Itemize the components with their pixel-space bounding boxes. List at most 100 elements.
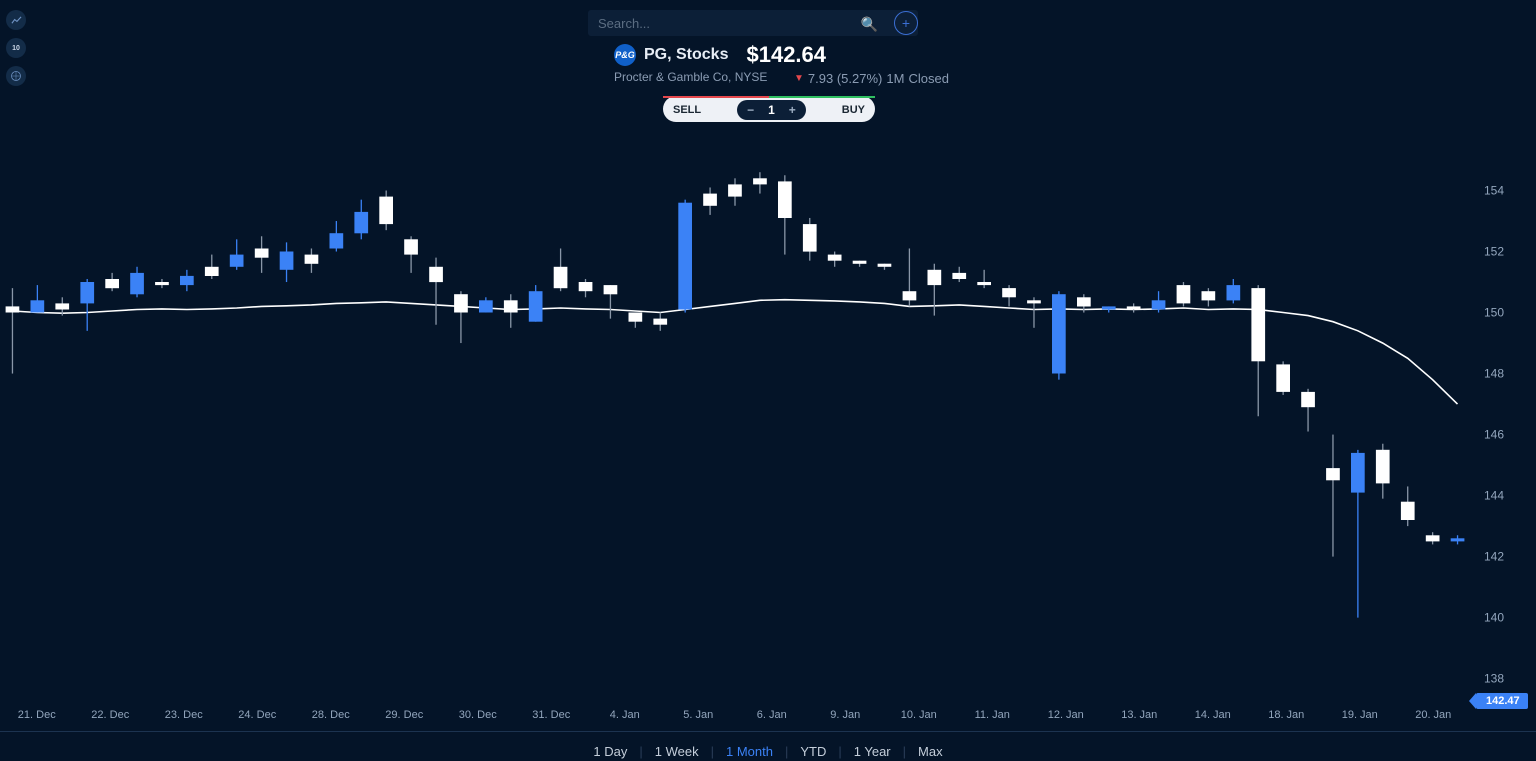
timeframe-tab-1-month[interactable]: 1 Month <box>716 744 783 759</box>
candlestick-bar[interactable] <box>354 212 368 233</box>
candlestick-bar[interactable] <box>529 291 543 322</box>
x-axis-tick-label: 5. Jan <box>678 709 718 721</box>
x-axis-tick-label: 12. Jan <box>1046 709 1086 721</box>
candlestick-bar[interactable] <box>1002 288 1016 297</box>
x-axis-tick-label: 28. Dec <box>311 709 351 721</box>
quantity-decrease-button[interactable]: − <box>747 103 754 117</box>
candlestick-bar[interactable] <box>1251 288 1265 361</box>
tool-icon-stack: 10 <box>6 10 26 86</box>
candlestick-bar[interactable] <box>579 282 593 291</box>
timeframe-tab-ytd[interactable]: YTD <box>790 744 836 759</box>
sell-button[interactable]: SELL <box>663 104 711 116</box>
candlestick-bar[interactable] <box>604 285 618 294</box>
candlestick-bar[interactable] <box>853 261 867 264</box>
candlestick-bar[interactable] <box>1202 291 1216 300</box>
candlestick-bar[interactable] <box>330 233 344 248</box>
candlestick-bar[interactable] <box>1027 300 1041 303</box>
candlestick-bar[interactable] <box>1077 297 1091 306</box>
candlestick-bar[interactable] <box>878 264 892 267</box>
candlestick-bar[interactable] <box>429 267 443 282</box>
candlestick-bar[interactable] <box>703 194 717 206</box>
y-axis-tick-label: 138 <box>1484 672 1504 686</box>
candlestick-bar[interactable] <box>828 255 842 261</box>
candlestick-bar[interactable] <box>803 224 817 252</box>
candlestick-bar[interactable] <box>1227 285 1241 300</box>
x-axis-tick-label: 11. Jan <box>972 709 1012 721</box>
candlestick-bar[interactable] <box>379 197 393 225</box>
candlestick-bar[interactable] <box>778 181 792 218</box>
timeframe-tab-1-year[interactable]: 1 Year <box>844 744 901 759</box>
candlestick-bar[interactable] <box>155 282 169 285</box>
candlestick-bar[interactable] <box>31 300 45 312</box>
candlestick-bar[interactable] <box>280 252 294 270</box>
candlestick-bar[interactable] <box>1426 535 1440 541</box>
trade-control-bar: SELL − 1 + BUY <box>663 96 875 122</box>
candlestick-bar[interactable] <box>753 178 767 184</box>
candlestick-bar[interactable] <box>305 255 319 264</box>
candlestick-bar[interactable] <box>230 255 244 267</box>
candlestick-bar[interactable] <box>404 239 418 254</box>
candlestick-bar[interactable] <box>55 303 69 309</box>
quantity-value: 1 <box>768 103 775 117</box>
chart-line-icon[interactable] <box>6 10 26 30</box>
timeframe-tab-1-day[interactable]: 1 Day <box>583 744 637 759</box>
candlestick-bar[interactable] <box>80 282 94 303</box>
candlestick-bar[interactable] <box>1052 294 1066 373</box>
candlestick-bar[interactable] <box>653 319 667 325</box>
candlestick-bar[interactable] <box>1276 364 1290 392</box>
x-axis-tick-label: 9. Jan <box>825 709 865 721</box>
search-icon[interactable]: 🔍 <box>861 16 878 33</box>
candlestick-bar[interactable] <box>977 282 991 285</box>
candlestick-bar[interactable] <box>1401 502 1415 520</box>
x-axis-tick-label: 24. Dec <box>237 709 277 721</box>
timeframe-tab-max[interactable]: Max <box>908 744 953 759</box>
candlestick-chart[interactable]: 154 152 150 148 146 144 142 140 138 142.47 <box>0 160 1536 700</box>
ticker-name-label: PG, Stocks <box>644 46 728 64</box>
candlestick-bar[interactable] <box>6 306 20 312</box>
x-axis-tick-label: 4. Jan <box>605 709 645 721</box>
date-axis-row: 21. Dec 22. Dec 23. Dec 24. Dec 28. Dec 29. D… <box>0 700 1536 730</box>
candlestick-bar[interactable] <box>1127 306 1141 309</box>
buy-button[interactable]: BUY <box>832 104 875 116</box>
candlestick-bar[interactable] <box>554 267 568 288</box>
candlestick-bar[interactable] <box>728 184 742 196</box>
candlestick-bar[interactable] <box>180 276 194 285</box>
candlestick-bar[interactable] <box>1326 468 1340 480</box>
candlestick-bar[interactable] <box>1301 392 1315 407</box>
candlestick-bar[interactable] <box>629 313 643 322</box>
x-axis-tick-label: 20. Jan <box>1413 709 1453 721</box>
quantity-control: − 1 + <box>737 100 806 120</box>
candlestick-bar[interactable] <box>928 270 942 285</box>
candlestick-bar[interactable] <box>1177 285 1191 303</box>
candlestick-bar[interactable] <box>1152 300 1166 309</box>
aperture-icon[interactable] <box>6 66 26 86</box>
quantity-increase-button[interactable]: + <box>789 103 796 117</box>
candlestick-bar[interactable] <box>454 294 468 312</box>
price-change-row: ▼ 7.93 (5.27%) 1M Closed <box>794 71 949 86</box>
candlestick-bar[interactable] <box>1351 453 1365 493</box>
candlestick-bar[interactable] <box>952 273 966 279</box>
timeframe-separator: | <box>639 744 642 759</box>
x-axis-tick-label: 23. Dec <box>164 709 204 721</box>
candlestick-bar[interactable] <box>903 291 917 300</box>
candlestick-bar[interactable] <box>1102 306 1116 309</box>
candlestick-bar[interactable] <box>479 300 493 312</box>
candlestick-bar[interactable] <box>678 203 692 310</box>
candlestick-bar[interactable] <box>130 273 144 294</box>
x-axis-tick-label: 14. Jan <box>1193 709 1233 721</box>
x-axis-tick-label: 13. Jan <box>1119 709 1159 721</box>
ticker-header: P&G PG, Stocks $142.64 Procter & Gamble … <box>614 42 949 86</box>
timeframe-tab-1-week[interactable]: 1 Week <box>645 744 709 759</box>
candlestick-bar[interactable] <box>205 267 219 276</box>
candlestick-bar[interactable] <box>1376 450 1390 484</box>
timeframe-separator: | <box>838 744 841 759</box>
add-symbol-icon[interactable]: + <box>894 11 918 35</box>
y-axis-tick-label: 146 <box>1484 428 1504 442</box>
x-axis-tick-label: 30. Dec <box>458 709 498 721</box>
candlestick-bar[interactable] <box>105 279 119 288</box>
candlestick-bar[interactable] <box>504 300 518 312</box>
candlestick-bar[interactable] <box>1451 538 1465 541</box>
company-full-name: Procter & Gamble Co, NYSE <box>614 70 784 84</box>
replay-speed-icon[interactable]: 10 <box>6 38 26 58</box>
candlestick-bar[interactable] <box>255 249 269 258</box>
